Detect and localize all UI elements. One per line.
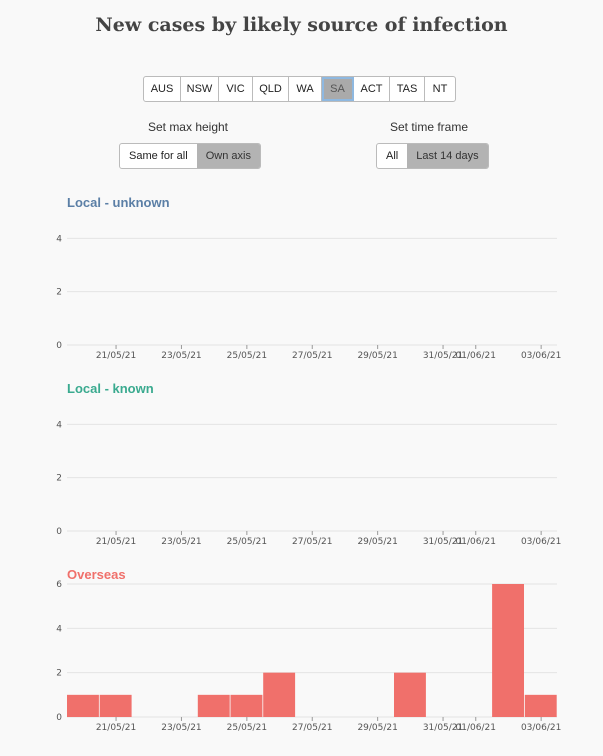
- x-tick-label: 27/05/21: [292, 723, 332, 733]
- max-height-label: Set max height: [147, 120, 229, 134]
- x-tick-label: 25/05/21: [227, 351, 267, 361]
- x-tick-label: 31/05/21: [423, 723, 463, 733]
- x-tick-label: 29/05/21: [357, 537, 397, 547]
- max-height-option-same-for-all[interactable]: Same for all: [129, 150, 188, 162]
- bar-26/05/21[interactable]: [263, 672, 296, 717]
- y-tick-label: 0: [56, 527, 62, 537]
- x-tick-label: 23/05/21: [161, 723, 201, 733]
- y-tick-label: 4: [56, 420, 62, 430]
- x-tick-label: 03/06/21: [521, 351, 561, 361]
- x-tick-label: 23/05/21: [161, 351, 201, 361]
- x-tick-label: 03/06/21: [521, 723, 561, 733]
- bar-24/05/21[interactable]: [197, 694, 230, 717]
- y-tick-label: 2: [56, 288, 62, 298]
- region-button-wa[interactable]: WA: [289, 77, 322, 101]
- chart-overseas: 0 2 4 6 21/05/21 23/05/21 25/05/21 27/05/21 29/0…: [56, 580, 561, 733]
- bar-30/05/21[interactable]: [394, 672, 426, 717]
- y-tick-label: 4: [56, 234, 62, 244]
- x-tick-label: 21/05/21: [96, 723, 136, 733]
- region-button-sa[interactable]: SA: [322, 77, 354, 101]
- bar-25/05/21[interactable]: [230, 694, 263, 717]
- x-tick-label: 21/05/21: [96, 537, 136, 547]
- x-tick-label: 31/05/21: [423, 351, 463, 361]
- region-selector: AUS NSW VIC QLD WA SA ACT TAS NT: [143, 76, 456, 102]
- x-tick-label: 01/06/21: [456, 723, 496, 733]
- x-tick-label: 03/06/21: [521, 537, 561, 547]
- bar-03/06/21[interactable]: [524, 694, 557, 717]
- x-tick-label: 27/05/21: [292, 351, 332, 361]
- chart-local-known: 0 2 4 21/05/21 23/05/21 25/05/21 27/05/21 29/05…: [56, 420, 561, 547]
- y-tick-label: 4: [56, 624, 62, 634]
- y-tick-label: 2: [56, 669, 62, 679]
- x-tick-label: 21/05/21: [96, 351, 136, 361]
- y-tick-label: 2: [56, 474, 62, 484]
- y-tick-label: 6: [56, 580, 62, 590]
- y-tick-label: 0: [56, 713, 62, 723]
- x-tick-label: 31/05/21: [423, 537, 463, 547]
- y-tick-label: 0: [56, 341, 62, 351]
- time-frame-option-last-14-days[interactable]: Last 14 days: [407, 144, 488, 168]
- page-title: New cases by likely source of infection: [95, 14, 508, 36]
- region-button-nt[interactable]: NT: [432, 83, 448, 95]
- region-button-act[interactable]: ACT: [354, 77, 390, 101]
- x-tick-label: 25/05/21: [227, 723, 267, 733]
- max-height-toggle: Same for all Own axis: [119, 143, 261, 169]
- chart-title-overseas: Overseas: [67, 567, 126, 582]
- x-tick-label: 25/05/21: [227, 537, 267, 547]
- x-tick-label: 01/06/21: [456, 351, 496, 361]
- region-button-aus[interactable]: AUS: [144, 77, 181, 101]
- chart-local-unknown: 0 2 4 21/05/21 23/05/21 25/05/21 27/05/21 29/05…: [56, 234, 561, 361]
- region-button-nsw[interactable]: NSW: [181, 77, 219, 101]
- bar-20/05/21[interactable]: [67, 694, 99, 717]
- bar-02/06/21[interactable]: [492, 584, 524, 717]
- x-tick-label: 29/05/21: [357, 723, 397, 733]
- time-frame-option-all[interactable]: All: [386, 150, 399, 162]
- bar-21/05/21[interactable]: [99, 694, 132, 717]
- chart-title-local-unknown: Local - unknown: [67, 195, 170, 210]
- x-tick-label: 23/05/21: [161, 537, 201, 547]
- time-frame-label: Set time frame: [389, 120, 469, 134]
- region-button-vic[interactable]: VIC: [219, 77, 253, 101]
- time-frame-toggle: All Last 14 days: [376, 143, 489, 169]
- x-tick-label: 01/06/21: [456, 537, 496, 547]
- x-tick-label: 27/05/21: [292, 537, 332, 547]
- max-height-option-own-axis[interactable]: Own axis: [196, 144, 260, 168]
- x-tick-label: 29/05/21: [357, 351, 397, 361]
- region-button-tas[interactable]: TAS: [390, 77, 425, 101]
- region-button-qld[interactable]: QLD: [253, 77, 289, 101]
- chart-title-local-known: Local - known: [67, 381, 154, 396]
